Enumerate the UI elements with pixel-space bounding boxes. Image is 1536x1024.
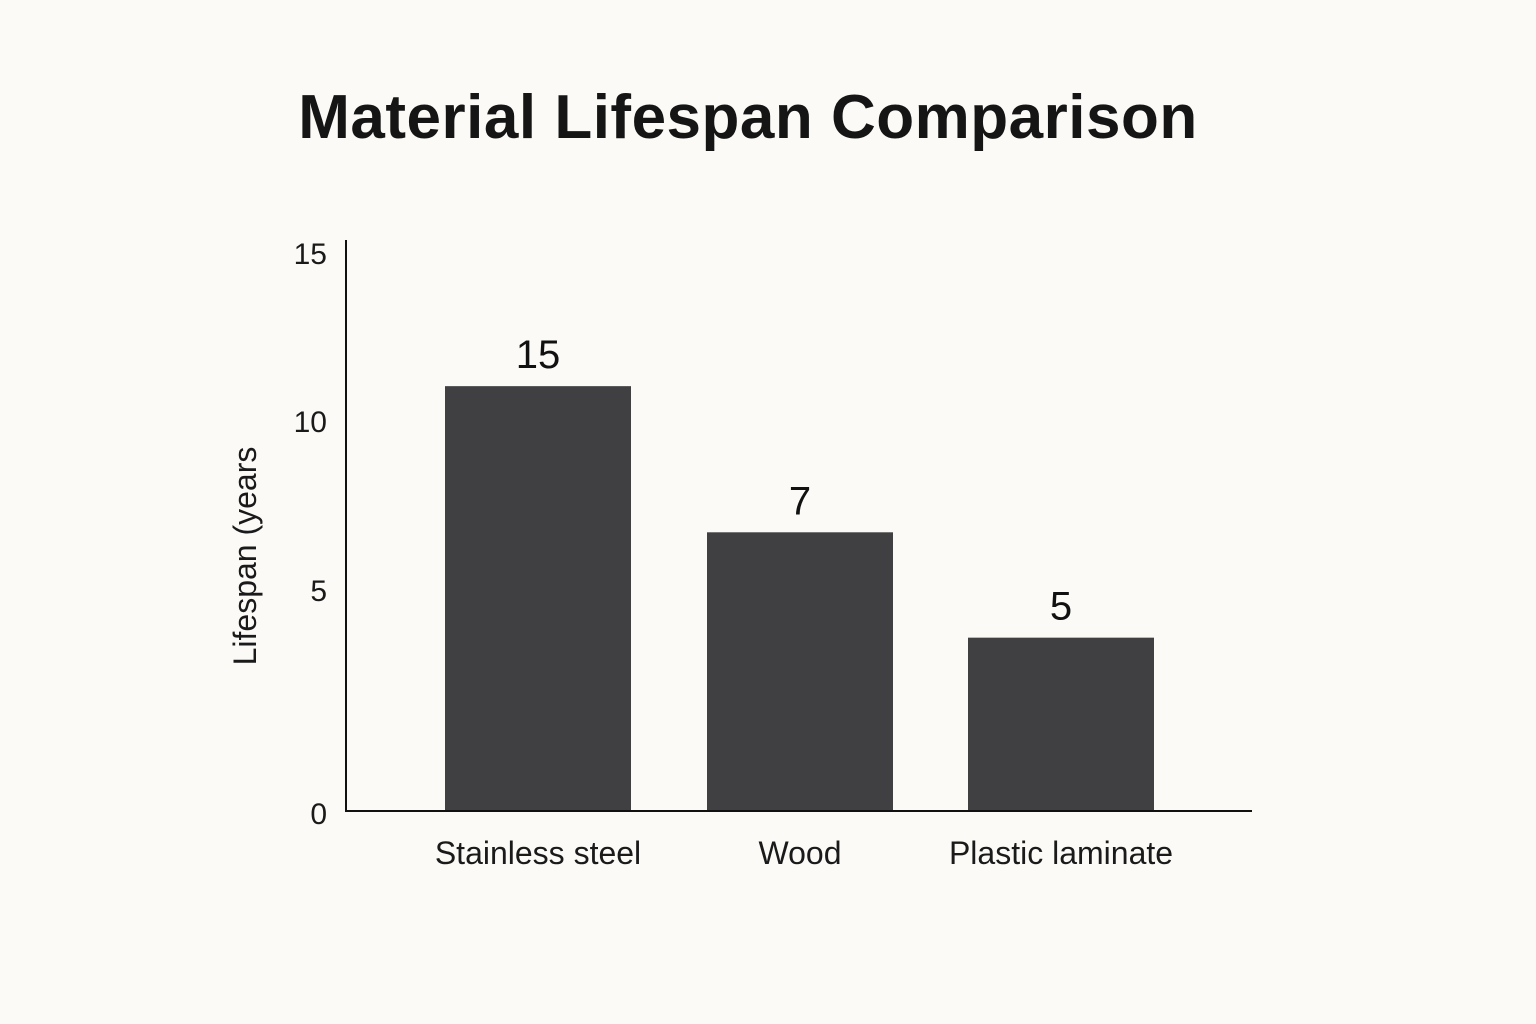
category-label-1: Wood (758, 835, 841, 871)
bar-1 (707, 532, 893, 811)
axes-layer (345, 240, 1252, 812)
y-tick-label-3: 15 (294, 238, 327, 271)
data-label-0: 15 (516, 333, 561, 377)
category-label-0: Stainless steel (435, 835, 641, 871)
y-tick-label-2: 10 (294, 406, 327, 439)
chart-title: Material Lifespan Comparison (298, 83, 1198, 152)
data-label-1: 7 (789, 479, 811, 523)
y-axis-title: Lifespan (years (227, 447, 263, 666)
y-tick-label-1: 5 (310, 575, 327, 608)
bar-2 (968, 637, 1154, 811)
data-label-2: 5 (1050, 585, 1072, 629)
category-label-2: Plastic laminate (949, 835, 1173, 871)
bar-0 (445, 386, 631, 811)
bars-layer (445, 386, 1154, 811)
labels-layer: 15 Stainless steel 7 Wood 5 Plastic laminate 0… (227, 238, 1173, 871)
y-tick-label-0: 0 (310, 798, 327, 831)
